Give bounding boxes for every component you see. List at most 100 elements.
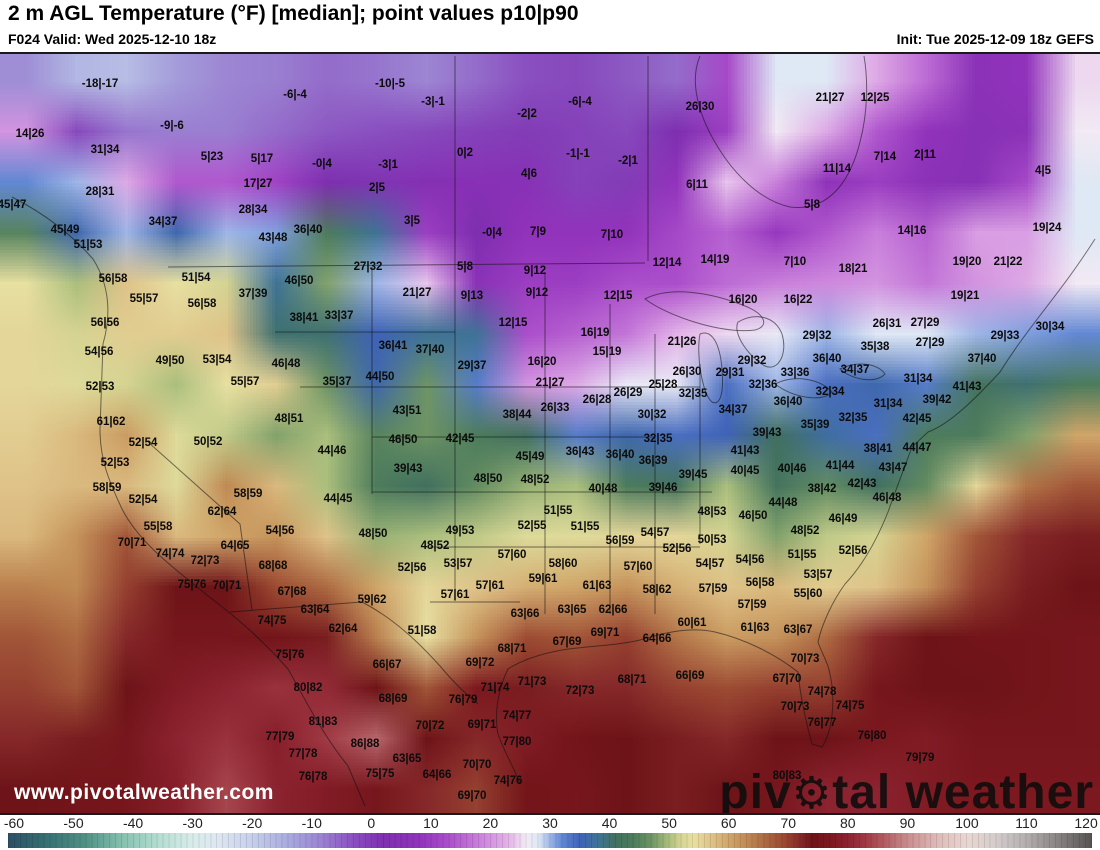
point-value-label: 70|71 — [212, 580, 242, 592]
point-value-label: 57|59 — [698, 583, 728, 595]
colorbar-tick-label: 10 — [423, 815, 439, 831]
point-value-label: 7|10 — [600, 229, 624, 241]
point-value-label: 52|53 — [85, 381, 115, 393]
point-value-label: 55|57 — [129, 293, 159, 305]
colorbar-tick-label: 20 — [482, 815, 499, 831]
gulf-coastline — [495, 629, 799, 785]
point-value-label: 74|75 — [257, 615, 287, 627]
point-value-label: 36|40 — [605, 449, 635, 461]
colorbar-section: -60 -50 -40 -30 -20 -10 0 10 20 30 40 50 60 70 80 90 100… — [0, 815, 1100, 850]
point-value-label: 51|55 — [543, 505, 573, 517]
colorbar-tick-label: 110 — [1015, 815, 1038, 831]
point-value-label: 41|44 — [825, 460, 855, 472]
colorbar-tick-label: 90 — [899, 815, 916, 831]
point-value-label: 81|83 — [308, 716, 338, 728]
point-value-label: 42|45 — [445, 433, 475, 445]
point-value-label: 53|54 — [202, 354, 232, 366]
point-value-label: 43|51 — [392, 405, 422, 417]
point-value-label: 71|73 — [517, 676, 547, 688]
point-value-label: 40|45 — [730, 465, 760, 477]
colorbar-tick-label: 30 — [542, 815, 558, 831]
point-value-label: 12|15 — [498, 317, 528, 329]
point-value-label: 56|58 — [745, 577, 775, 589]
point-value-label: 48|52 — [520, 474, 550, 486]
point-value-label: 57|59 — [737, 599, 767, 611]
point-value-label: 16|22 — [783, 294, 813, 306]
point-value-label: 21|27 — [535, 377, 565, 389]
point-value-label: 54|56 — [265, 525, 295, 537]
point-value-label: -6|-4 — [283, 89, 307, 101]
point-value-label: 54|57 — [640, 527, 670, 539]
point-value-label: 25|28 — [648, 379, 678, 391]
point-value-label: 63|66 — [510, 608, 540, 620]
brand-text-left: piv — [719, 766, 792, 815]
point-value-label: 41|43 — [952, 381, 982, 393]
point-value-label: 18|21 — [838, 263, 868, 275]
point-value-label: 50|53 — [697, 534, 727, 546]
point-value-label: 51|53 — [73, 239, 103, 251]
point-value-label: 38|42 — [807, 483, 837, 495]
colorbar-tick-label: 80 — [840, 815, 856, 831]
point-value-label: 75|76 — [177, 579, 207, 591]
colorbar-tick-label: -60 — [3, 815, 25, 831]
point-value-label: 34|37 — [718, 404, 748, 416]
colorbar-tick-label: -40 — [122, 815, 144, 831]
point-value-label: 77|80 — [502, 736, 532, 748]
point-value-label: 16|19 — [580, 327, 610, 339]
point-value-label: 27|32 — [353, 261, 383, 273]
init-time-label: Init: Tue 2025-12-09 18z GEFS — [896, 31, 1094, 47]
us-canada-border — [167, 262, 646, 268]
point-value-label: 66|67 — [372, 659, 402, 671]
point-value-label: 44|47 — [902, 442, 932, 454]
point-value-label: 39|43 — [393, 463, 423, 475]
point-value-label: 58|59 — [92, 482, 122, 494]
point-value-label: 44|45 — [323, 493, 353, 505]
colorbar-tick-label: -10 — [301, 815, 322, 831]
header-bar: 2 m AGL Temperature (°F) [median]; point… — [0, 0, 1100, 52]
point-value-label: 46|49 — [828, 513, 858, 525]
point-value-label: 46|50 — [284, 275, 314, 287]
point-value-label: 54|56 — [84, 346, 114, 358]
point-value-label: 33|37 — [324, 310, 354, 322]
point-value-label: 16|20 — [527, 356, 557, 368]
point-value-label: 86|88 — [350, 738, 380, 750]
point-value-label: 31|34 — [903, 373, 933, 385]
temperature-field-canvas — [0, 54, 1100, 813]
point-value-label: 28|31 — [85, 186, 115, 198]
point-value-label: 35|38 — [860, 341, 890, 353]
point-value-label: 45|47 — [0, 199, 27, 211]
point-value-label: 51|58 — [407, 625, 437, 637]
point-value-label: 32|35 — [643, 433, 673, 445]
point-value-label: 37|39 — [238, 288, 268, 300]
point-value-label: 7|10 — [783, 256, 807, 268]
point-value-label: 40|46 — [777, 463, 807, 475]
point-value-label: 19|21 — [950, 290, 980, 302]
point-value-label: 63|65 — [557, 604, 587, 616]
point-value-label: 68|71 — [497, 643, 527, 655]
point-value-label: 5|23 — [200, 151, 224, 163]
brand-text-right: tal weather — [832, 766, 1094, 815]
point-value-label: 57|61 — [440, 589, 470, 601]
point-value-label: 40|48 — [588, 483, 618, 495]
point-value-label: -3|-1 — [421, 96, 445, 108]
point-value-label: 46|50 — [388, 434, 418, 446]
valid-time-label: F024 Valid: Wed 2025-12-10 18z — [8, 31, 217, 47]
point-value-label: 70|70 — [462, 759, 492, 771]
point-value-label: 33|36 — [780, 367, 810, 379]
point-value-label: 75|76 — [275, 649, 305, 661]
point-value-label: 43|48 — [258, 232, 288, 244]
point-value-label: 31|34 — [90, 144, 120, 156]
point-value-label: 48|52 — [790, 525, 820, 537]
point-value-label: 30|34 — [1035, 321, 1065, 333]
point-value-label: 72|73 — [565, 685, 595, 697]
point-value-label: 29|37 — [457, 360, 487, 372]
point-value-label: 49|50 — [155, 355, 185, 367]
point-value-label: 68|69 — [378, 693, 408, 705]
point-value-label: 77|78 — [288, 748, 318, 760]
hudson-bay-coastline — [694, 55, 868, 209]
point-value-label: 29|31 — [715, 367, 745, 379]
point-value-label: 74|77 — [502, 710, 532, 722]
point-value-label: 44|48 — [768, 497, 798, 509]
point-value-label: 36|43 — [565, 446, 595, 458]
point-value-label: 34|37 — [148, 216, 178, 228]
